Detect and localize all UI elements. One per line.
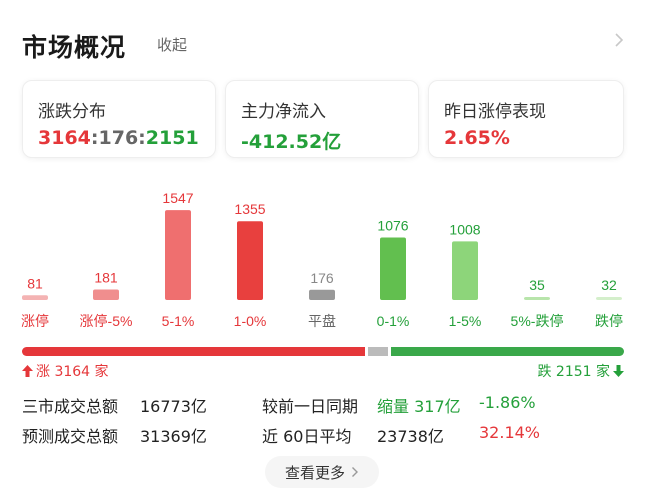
up-count-label: 涨 3164 家 xyxy=(22,361,109,381)
limit-up-performance-value: 2.65% xyxy=(444,127,510,149)
bar-value-label: 181 xyxy=(94,269,118,285)
bar-5 xyxy=(380,237,406,300)
arrow-up-icon xyxy=(22,365,33,377)
bar-value-label: 1355 xyxy=(234,201,265,217)
stat-row-predicted-turnover: 预测成交总额 31369亿 近 60日平均 23738亿 32.14% xyxy=(22,423,624,447)
down-count-label: 跌 2151 家 xyxy=(537,361,624,381)
chevron-right-icon[interactable] xyxy=(612,33,626,47)
down-count: 2151 xyxy=(145,127,199,149)
bar-7 xyxy=(524,297,550,300)
up-count-text: 涨 3164 家 xyxy=(36,364,109,380)
ratio-segment-down xyxy=(390,347,624,356)
rise-fall-ratio-bar xyxy=(22,347,624,356)
category-label: 0-1% xyxy=(377,313,410,329)
rise-fall-ratio: 3164:176:2151 xyxy=(38,127,199,149)
sixty-day-change-percent: 32.14% xyxy=(479,423,541,442)
category-label: 跌停 xyxy=(595,313,623,329)
volume-shrink-value: 缩量 317亿 xyxy=(377,397,461,416)
sixty-day-average-label: 近 60日平均 xyxy=(262,427,352,446)
category-label: 1-5% xyxy=(449,313,482,329)
bar-value-label: 35 xyxy=(529,277,545,293)
ratio-segment-up xyxy=(22,347,365,356)
total-turnover-label: 三市成交总额 xyxy=(22,397,119,416)
arrow-down-icon xyxy=(613,365,624,377)
card-rise-fall-distribution[interactable]: 涨跌分布 3164:176:2151 xyxy=(22,80,216,158)
view-more-button[interactable]: 查看更多 xyxy=(265,456,379,488)
bar-value-label: 1076 xyxy=(377,217,408,233)
category-label: 5-1% xyxy=(162,313,195,329)
bar-value-label: 176 xyxy=(310,270,334,286)
category-label: 涨停-5% xyxy=(80,313,133,329)
ratio-labels: 涨 3164 家 跌 2151 家 xyxy=(22,361,624,381)
ratio-separator: : xyxy=(138,127,146,149)
card-label: 涨跌分布 xyxy=(38,102,106,122)
collapse-button[interactable]: 收起 xyxy=(157,36,188,54)
bar-value-label: 1008 xyxy=(449,221,480,237)
bar-6 xyxy=(452,241,478,300)
stat-row-total-turnover: 三市成交总额 16773亿 较前一日同期 缩量 317亿 -1.86% xyxy=(22,393,624,417)
category-label: 涨停 xyxy=(21,313,49,329)
card-label: 主力净流入 xyxy=(241,102,326,122)
bar-3 xyxy=(237,221,263,300)
flat-count: 176 xyxy=(98,127,139,149)
up-count: 3164 xyxy=(38,127,91,149)
ratio-segment-flat xyxy=(367,347,388,356)
sixty-day-average-value: 23738亿 xyxy=(377,427,444,446)
bar-2 xyxy=(165,210,191,300)
card-yesterday-limit-up[interactable]: 昨日涨停表现 2.65% xyxy=(428,80,624,158)
predicted-turnover-label: 预测成交总额 xyxy=(22,427,119,446)
bar-8 xyxy=(596,297,622,300)
compare-prev-day-label: 较前一日同期 xyxy=(262,397,359,416)
down-count-text: 跌 2151 家 xyxy=(537,364,610,380)
page-title: 市场概况 xyxy=(22,33,127,62)
card-label: 昨日涨停表现 xyxy=(444,102,546,122)
category-label: 5%-跌停 xyxy=(511,313,564,329)
volume-change-percent: -1.86% xyxy=(479,393,536,412)
bar-4 xyxy=(309,289,335,300)
category-label: 1-0% xyxy=(234,313,267,329)
market-overview-header: 市场概况 收起 xyxy=(0,0,645,80)
bar-0 xyxy=(22,295,48,300)
ratio-separator: : xyxy=(90,127,99,149)
view-more-label: 查看更多 xyxy=(284,463,345,482)
bar-value-label: 81 xyxy=(27,275,43,291)
distribution-bar-chart: 81 涨停 181 涨停-5% 1547 5-1% 1355 1-0% 176 平盘 1076 0-1… xyxy=(21,190,623,329)
bar-1 xyxy=(93,289,119,300)
total-turnover-value: 16773亿 xyxy=(140,397,207,416)
chevron-right-icon xyxy=(352,467,358,477)
card-main-net-inflow[interactable]: 主力净流入 -412.52亿 xyxy=(225,80,419,158)
category-label: 平盘 xyxy=(308,313,336,329)
bar-value-label: 32 xyxy=(601,277,617,293)
net-inflow-value: -412.52亿 xyxy=(241,131,342,153)
summary-cards: 涨跌分布 3164:176:2151 主力净流入 -412.52亿 昨日涨停表现… xyxy=(22,80,624,160)
bar-value-label: 1547 xyxy=(162,190,193,206)
predicted-turnover-value: 31369亿 xyxy=(140,427,207,446)
